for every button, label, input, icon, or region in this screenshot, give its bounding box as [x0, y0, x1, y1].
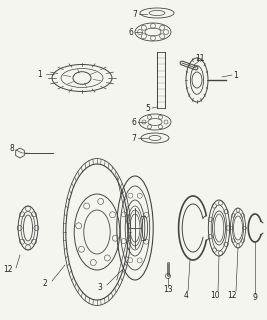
Text: 4: 4 [183, 291, 189, 300]
Text: 6: 6 [129, 28, 134, 36]
Text: 1: 1 [234, 70, 238, 79]
Text: 12: 12 [3, 266, 13, 275]
Text: 5: 5 [146, 103, 150, 113]
Text: 10: 10 [210, 291, 220, 300]
Text: 7: 7 [132, 10, 138, 19]
Text: 7: 7 [132, 133, 136, 142]
Text: 8: 8 [10, 143, 14, 153]
Text: 6: 6 [132, 117, 136, 126]
Text: 2: 2 [43, 279, 47, 289]
Text: 3: 3 [97, 284, 103, 292]
Text: 12: 12 [227, 291, 237, 300]
Text: 1: 1 [38, 69, 42, 78]
Text: 11: 11 [195, 53, 205, 62]
Text: 9: 9 [253, 293, 257, 302]
Text: 13: 13 [163, 285, 173, 294]
